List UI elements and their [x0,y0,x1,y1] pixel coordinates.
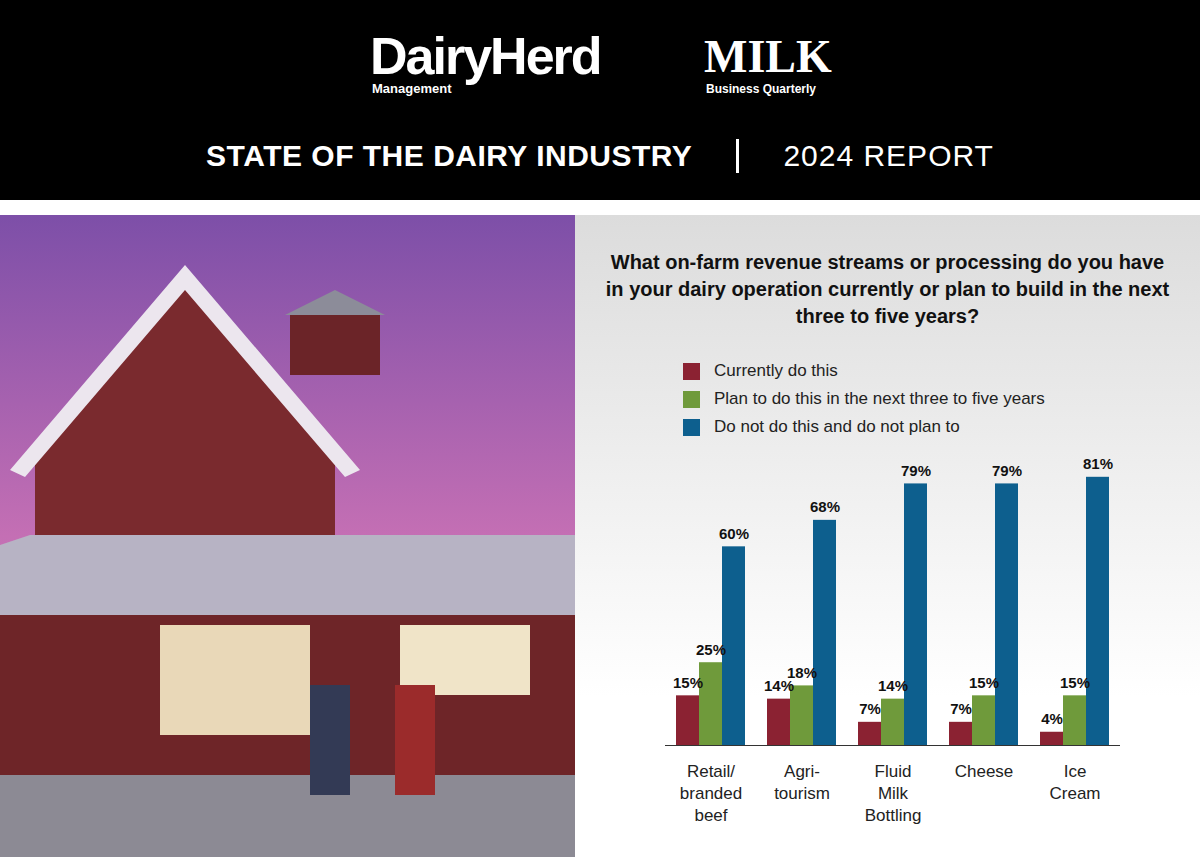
svg-text:4%: 4% [1041,710,1063,727]
svg-text:68%: 68% [810,498,840,515]
svg-text:79%: 79% [992,462,1022,479]
html-text:Plan to do this in the next th: Plan to do this in the next three to fiv… [714,389,1045,408]
html-text:STATE OF THE DAIRY INDUSTRY: STATE OF THE DAIRY INDUSTRY [206,139,693,172]
svg-text:Cheese: Cheese [955,762,1014,781]
svg-text:7%: 7% [950,700,972,717]
svg-text:15%: 15% [673,674,703,691]
svg-text:Agri-tourism: Agri-tourism [774,762,830,803]
html-text:Business Quarterly: Business Quarterly [706,82,816,96]
svg-text:25%: 25% [696,641,726,658]
html-text:Do not do this and do not plan: Do not do this and do not plan to [714,417,960,436]
html-text:Management: Management [372,81,452,96]
svg-text:FluidMilkBottling: FluidMilkBottling [865,762,922,825]
svg-text:Retail/brandedbeef: Retail/brandedbeef [680,762,742,825]
svg-text:14%: 14% [878,677,908,694]
svg-text:7%: 7% [859,700,881,717]
svg-text:14%: 14% [764,677,794,695]
html-text:MILK: MILK [704,31,832,82]
svg-text:IceCream: IceCream [1049,762,1100,803]
svg-text:15%: 15% [969,674,999,691]
html-text:Currently do this: Currently do this [714,361,838,380]
html-text:What on-farm revenue streams o: What on-farm revenue streams or processi… [605,251,1170,327]
svg-text:81%: 81% [1083,455,1113,472]
svg-text:18%: 18% [787,664,817,681]
html-text:DairyHerd: DairyHerd [370,27,601,85]
svg-text:79%: 79% [901,462,931,479]
svg-text:15%: 15% [1060,674,1090,691]
svg-text:60%: 60% [719,525,749,542]
html-text:2024 REPORT: 2024 REPORT [783,139,994,172]
